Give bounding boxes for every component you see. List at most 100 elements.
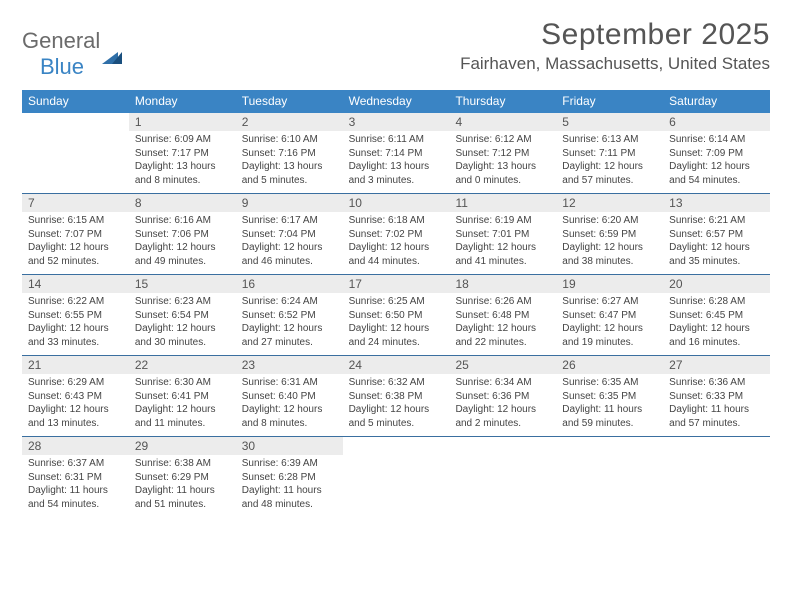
daylight-text: Daylight: 12 hours and 16 minutes.	[669, 322, 766, 349]
day-number: 2	[236, 113, 343, 131]
day-cell: 21Sunrise: 6:29 AMSunset: 6:43 PMDayligh…	[22, 356, 129, 436]
day-number	[22, 113, 129, 117]
day-number: 21	[22, 356, 129, 374]
day-body: Sunrise: 6:25 AMSunset: 6:50 PMDaylight:…	[343, 293, 450, 353]
daylight-text: Daylight: 12 hours and 46 minutes.	[242, 241, 339, 268]
day-cell: 12Sunrise: 6:20 AMSunset: 6:59 PMDayligh…	[556, 194, 663, 274]
day-cell: 23Sunrise: 6:31 AMSunset: 6:40 PMDayligh…	[236, 356, 343, 436]
day-cell: 5Sunrise: 6:13 AMSunset: 7:11 PMDaylight…	[556, 113, 663, 193]
day-cell	[449, 437, 556, 517]
day-number: 8	[129, 194, 236, 212]
sunset-text: Sunset: 6:28 PM	[242, 471, 339, 485]
daylight-text: Daylight: 11 hours and 48 minutes.	[242, 484, 339, 511]
sunset-text: Sunset: 6:47 PM	[562, 309, 659, 323]
daylight-text: Daylight: 12 hours and 49 minutes.	[135, 241, 232, 268]
daylight-text: Daylight: 12 hours and 52 minutes.	[28, 241, 125, 268]
day-number: 25	[449, 356, 556, 374]
day-body: Sunrise: 6:19 AMSunset: 7:01 PMDaylight:…	[449, 212, 556, 272]
sunrise-text: Sunrise: 6:21 AM	[669, 214, 766, 228]
daylight-text: Daylight: 11 hours and 57 minutes.	[669, 403, 766, 430]
day-body: Sunrise: 6:34 AMSunset: 6:36 PMDaylight:…	[449, 374, 556, 434]
day-cell: 17Sunrise: 6:25 AMSunset: 6:50 PMDayligh…	[343, 275, 450, 355]
sunset-text: Sunset: 7:09 PM	[669, 147, 766, 161]
day-cell	[22, 113, 129, 193]
sunset-text: Sunset: 6:33 PM	[669, 390, 766, 404]
daylight-text: Daylight: 12 hours and 8 minutes.	[242, 403, 339, 430]
day-number: 6	[663, 113, 770, 131]
weeks-container: 1Sunrise: 6:09 AMSunset: 7:17 PMDaylight…	[22, 113, 770, 517]
daylight-text: Daylight: 12 hours and 11 minutes.	[135, 403, 232, 430]
day-number: 20	[663, 275, 770, 293]
day-cell: 6Sunrise: 6:14 AMSunset: 7:09 PMDaylight…	[663, 113, 770, 193]
sunset-text: Sunset: 6:36 PM	[455, 390, 552, 404]
daylight-text: Daylight: 12 hours and 38 minutes.	[562, 241, 659, 268]
sunrise-text: Sunrise: 6:34 AM	[455, 376, 552, 390]
day-body: Sunrise: 6:21 AMSunset: 6:57 PMDaylight:…	[663, 212, 770, 272]
day-cell: 22Sunrise: 6:30 AMSunset: 6:41 PMDayligh…	[129, 356, 236, 436]
day-cell: 27Sunrise: 6:36 AMSunset: 6:33 PMDayligh…	[663, 356, 770, 436]
sunrise-text: Sunrise: 6:19 AM	[455, 214, 552, 228]
sunset-text: Sunset: 6:38 PM	[349, 390, 446, 404]
day-cell: 2Sunrise: 6:10 AMSunset: 7:16 PMDaylight…	[236, 113, 343, 193]
day-cell: 20 Sunrise: 6:28 AMSunset: 6:45 PMDayligh…	[663, 275, 770, 355]
day-cell	[663, 437, 770, 517]
sunset-text: Sunset: 6:29 PM	[135, 471, 232, 485]
logo-sail-icon-2	[112, 35, 122, 64]
day-cell: 4Sunrise: 6:12 AMSunset: 7:12 PMDaylight…	[449, 113, 556, 193]
day-body: Sunrise: 6:39 AMSunset: 6:28 PMDaylight:…	[236, 455, 343, 515]
daylight-text: Daylight: 12 hours and 33 minutes.	[28, 322, 125, 349]
day-number	[663, 437, 770, 441]
top-row: General Blue September 2025 Fairhaven, M…	[22, 18, 770, 80]
sunrise-text: Sunrise: 6:38 AM	[135, 457, 232, 471]
day-cell: 18Sunrise: 6:26 AMSunset: 6:48 PMDayligh…	[449, 275, 556, 355]
day-number: 7	[22, 194, 129, 212]
day-cell: 14Sunrise: 6:22 AMSunset: 6:55 PMDayligh…	[22, 275, 129, 355]
day-body: Sunrise: 6:18 AMSunset: 7:02 PMDaylight:…	[343, 212, 450, 272]
day-cell: 19Sunrise: 6:27 AMSunset: 6:47 PMDayligh…	[556, 275, 663, 355]
sunset-text: Sunset: 7:17 PM	[135, 147, 232, 161]
day-cell: 13Sunrise: 6:21 AMSunset: 6:57 PMDayligh…	[663, 194, 770, 274]
sunset-text: Sunset: 6:52 PM	[242, 309, 339, 323]
day-body: Sunrise: 6:29 AMSunset: 6:43 PMDaylight:…	[22, 374, 129, 434]
daylight-text: Daylight: 12 hours and 24 minutes.	[349, 322, 446, 349]
day-number: 23	[236, 356, 343, 374]
day-body: Sunrise: 6:15 AMSunset: 7:07 PMDaylight:…	[22, 212, 129, 272]
day-body: Sunrise: 6:26 AMSunset: 6:48 PMDaylight:…	[449, 293, 556, 353]
daylight-text: Daylight: 13 hours and 0 minutes.	[455, 160, 552, 187]
daylight-text: Daylight: 11 hours and 51 minutes.	[135, 484, 232, 511]
day-cell: 26Sunrise: 6:35 AMSunset: 6:35 PMDayligh…	[556, 356, 663, 436]
day-cell: 29Sunrise: 6:38 AMSunset: 6:29 PMDayligh…	[129, 437, 236, 517]
day-cell: 28Sunrise: 6:37 AMSunset: 6:31 PMDayligh…	[22, 437, 129, 517]
day-cell: 7Sunrise: 6:15 AMSunset: 7:07 PMDaylight…	[22, 194, 129, 274]
day-body: Sunrise: 6:13 AMSunset: 7:11 PMDaylight:…	[556, 131, 663, 191]
calendar-page: General Blue September 2025 Fairhaven, M…	[0, 0, 792, 517]
sunrise-text: Sunrise: 6:15 AM	[28, 214, 125, 228]
sunset-text: Sunset: 7:04 PM	[242, 228, 339, 242]
week-row: 14Sunrise: 6:22 AMSunset: 6:55 PMDayligh…	[22, 274, 770, 355]
day-cell	[343, 437, 450, 517]
sunrise-text: Sunrise: 6:28 AM	[669, 295, 766, 309]
day-cell: 16Sunrise: 6:24 AMSunset: 6:52 PMDayligh…	[236, 275, 343, 355]
daylight-text: Daylight: 13 hours and 8 minutes.	[135, 160, 232, 187]
day-body: Sunrise: 6:32 AMSunset: 6:38 PMDaylight:…	[343, 374, 450, 434]
sunrise-text: Sunrise: 6:30 AM	[135, 376, 232, 390]
sunset-text: Sunset: 6:45 PM	[669, 309, 766, 323]
sunset-text: Sunset: 6:55 PM	[28, 309, 125, 323]
day-number	[449, 437, 556, 441]
day-number: 14	[22, 275, 129, 293]
weekday-header: Sunday	[22, 90, 129, 113]
day-number: 17	[343, 275, 450, 293]
day-cell: 10Sunrise: 6:18 AMSunset: 7:02 PMDayligh…	[343, 194, 450, 274]
day-body: Sunrise: 6:14 AMSunset: 7:09 PMDaylight:…	[663, 131, 770, 191]
logo-text-blue: Blue	[40, 54, 84, 79]
daylight-text: Daylight: 12 hours and 44 minutes.	[349, 241, 446, 268]
day-number: 4	[449, 113, 556, 131]
logo-text-general: General	[22, 28, 100, 53]
daylight-text: Daylight: 11 hours and 54 minutes.	[28, 484, 125, 511]
sunset-text: Sunset: 6:57 PM	[669, 228, 766, 242]
sunrise-text: Sunrise: 6:39 AM	[242, 457, 339, 471]
day-number: 30	[236, 437, 343, 455]
sunset-text: Sunset: 7:01 PM	[455, 228, 552, 242]
day-cell: 11Sunrise: 6:19 AMSunset: 7:01 PMDayligh…	[449, 194, 556, 274]
day-number: 22	[129, 356, 236, 374]
